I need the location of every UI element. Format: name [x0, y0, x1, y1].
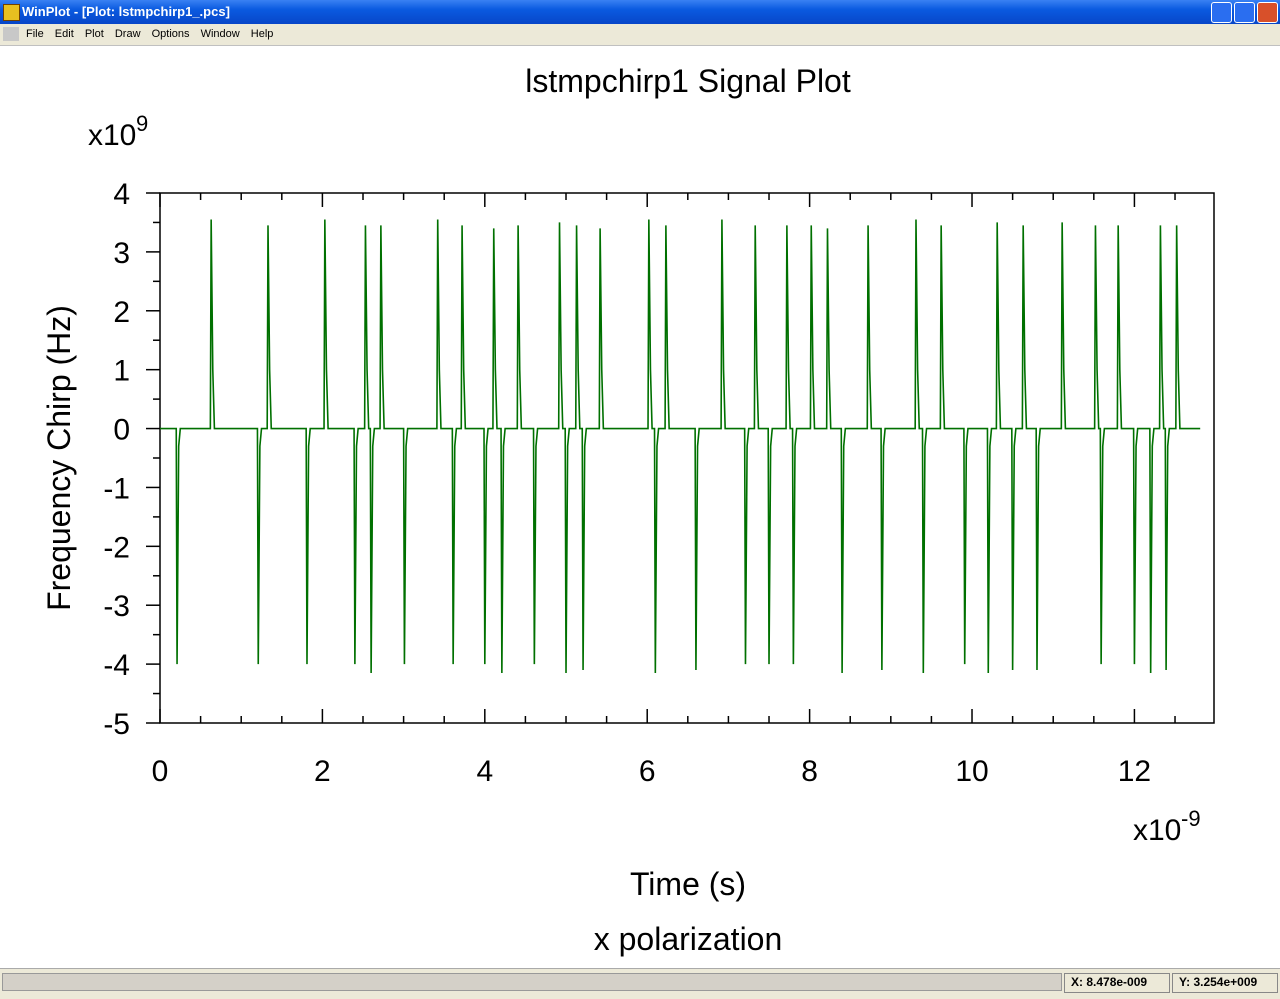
signal-line	[160, 219, 1201, 673]
y-tick-label: 4	[113, 178, 130, 211]
app-icon	[3, 4, 20, 21]
y-axis-label: Frequency Chirp (Hz)	[41, 305, 77, 611]
x-tick-label: 6	[639, 755, 656, 788]
maximize-button[interactable]	[1234, 2, 1255, 23]
status-x: X: 8.478e-009	[1064, 973, 1170, 993]
x-tick-label: 12	[1118, 755, 1151, 788]
y-tick-label: -3	[103, 590, 130, 623]
menu-item[interactable]: File	[26, 28, 44, 40]
menu-item[interactable]: Window	[200, 28, 240, 40]
menu-bar: File Edit Plot Draw Options Window Help	[0, 24, 1280, 46]
axis-multiplier: x10	[88, 119, 136, 152]
menu-item[interactable]: Plot	[84, 28, 104, 40]
axis-multiplier-exponent: -9	[1181, 806, 1201, 831]
x-tick-label: 4	[476, 755, 493, 788]
y-tick-label: 3	[113, 237, 130, 270]
subtitle: x polarization	[594, 921, 783, 957]
menu-item[interactable]: Edit	[54, 28, 74, 40]
chart: lstmpchirp1 Signal Plot x polarization Tim…	[41, 63, 1215, 957]
y-tick-label: -4	[103, 649, 130, 682]
menu-item[interactable]: Help	[250, 28, 274, 40]
x-tick-label: 0	[152, 755, 169, 788]
y-tick-label: -2	[103, 531, 130, 564]
close-button[interactable]	[1257, 2, 1278, 23]
y-tick-label: 2	[113, 296, 130, 329]
x-tick-label: 10	[955, 755, 988, 788]
status-field	[2, 973, 1062, 991]
y-tick-label: -1	[103, 472, 130, 505]
status-bar: X: 8.478e-009 Y: 3.254e+009	[0, 968, 1280, 999]
axis-multiplier-exponent: 9	[136, 111, 148, 136]
axis-multiplier: x10	[1133, 814, 1181, 847]
chart-title: lstmpchirp1 Signal Plot	[525, 63, 851, 99]
status-y: Y: 3.254e+009	[1172, 973, 1278, 993]
menu-item[interactable]: Draw	[114, 28, 141, 40]
plot-frame	[159, 192, 1215, 724]
x-tick-label: 2	[314, 755, 331, 788]
y-tick-label: 1	[113, 355, 130, 388]
x-axis-label: Time (s)	[630, 866, 746, 902]
x-tick-label: 8	[801, 755, 818, 788]
y-tick-label: 0	[113, 414, 130, 447]
window-title: WinPlot - [Plot: lstmpchirp1_.pcs]	[22, 4, 230, 19]
title-bar: WinPlot - [Plot: lstmpchirp1_.pcs]	[0, 0, 1280, 24]
doc-icon	[3, 27, 19, 41]
menu-item[interactable]: Options	[151, 28, 190, 40]
y-tick-label: -5	[103, 708, 130, 741]
minimize-button[interactable]	[1211, 2, 1232, 23]
